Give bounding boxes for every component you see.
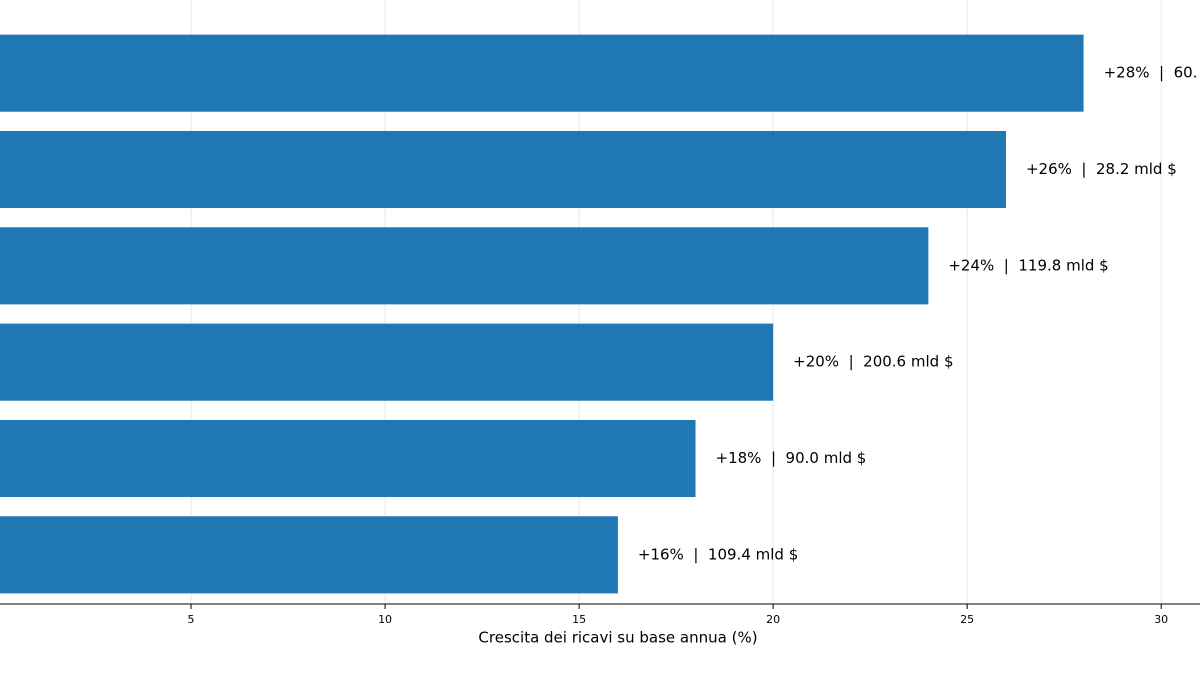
bar: [0, 130, 1006, 209]
x-tick-label: 5: [188, 613, 195, 626]
bars: [0, 34, 1084, 594]
x-tick-label: 30: [1154, 613, 1168, 626]
x-tick-label: 0: [0, 613, 1, 626]
bar: [0, 34, 1084, 112]
value-label: +26% | 28.2 mld $: [1026, 160, 1177, 178]
bar: [0, 227, 929, 305]
value-label: +28% | 60.: [1104, 64, 1198, 82]
value-label: +18% | 90.0 mld $: [716, 449, 867, 467]
bar: [0, 516, 618, 594]
x-tick-label: 10: [378, 613, 392, 626]
value-label: +24% | 119.8 mld $: [948, 256, 1108, 274]
value-label: +16% | 109.4 mld $: [638, 545, 798, 563]
x-tick-label: 15: [572, 613, 586, 626]
bar: [0, 323, 774, 401]
bar: [0, 419, 696, 498]
x-axis-label: Crescita dei ricavi su base annua (%): [478, 629, 757, 647]
x-tick-label: 20: [766, 613, 780, 626]
x-tick-label: 25: [960, 613, 974, 626]
value-label: +20% | 200.6 mld $: [793, 353, 953, 371]
